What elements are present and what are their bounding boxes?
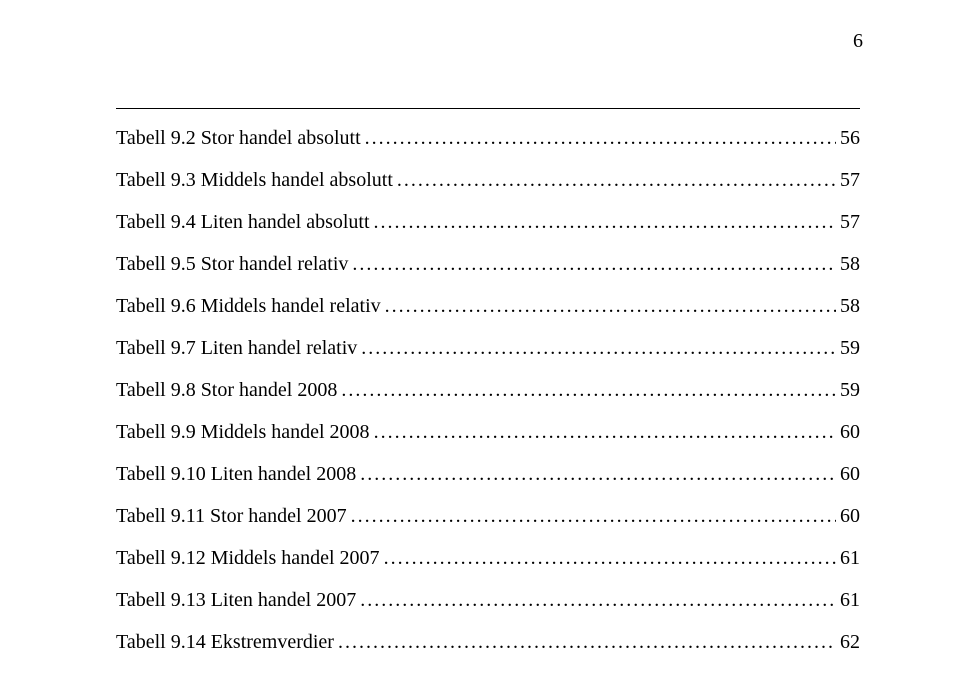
toc-leader-dots bbox=[397, 170, 836, 190]
toc-entry-label: Tabell 9.8 Stor handel 2008 bbox=[116, 380, 337, 400]
toc-entry: Tabell 9.2 Stor handel absolutt 56 bbox=[116, 128, 860, 148]
toc-entry: Tabell 9.6 Middels handel relativ 58 bbox=[116, 296, 860, 316]
toc-entry-label: Tabell 9.3 Middels handel absolutt bbox=[116, 170, 393, 190]
toc-leader-dots bbox=[360, 464, 836, 484]
toc-entry-page: 61 bbox=[840, 548, 860, 568]
toc-entry-page: 59 bbox=[840, 380, 860, 400]
toc-entry-page: 58 bbox=[840, 254, 860, 274]
toc-entry-label: Tabell 9.14 Ekstremverdier bbox=[116, 632, 334, 652]
toc-entry-label: Tabell 9.9 Middels handel 2008 bbox=[116, 422, 370, 442]
toc-entry: Tabell 9.9 Middels handel 2008 60 bbox=[116, 422, 860, 442]
toc-leader-dots bbox=[374, 422, 836, 442]
toc-entry: Tabell 9.5 Stor handel relativ 58 bbox=[116, 254, 860, 274]
toc-leader-dots bbox=[360, 590, 836, 610]
toc-leader-dots bbox=[365, 128, 836, 148]
toc-entry-label: Tabell 9.2 Stor handel absolutt bbox=[116, 128, 361, 148]
toc-entry: Tabell 9.4 Liten handel absolutt 57 bbox=[116, 212, 860, 232]
toc-entry-page: 60 bbox=[840, 464, 860, 484]
toc-entry-page: 62 bbox=[840, 632, 860, 652]
toc-entry-label: Tabell 9.5 Stor handel relativ bbox=[116, 254, 348, 274]
toc-entry: Tabell 9.14 Ekstremverdier 62 bbox=[116, 632, 860, 652]
toc-entry: Tabell 9.13 Liten handel 2007 61 bbox=[116, 590, 860, 610]
toc-entry-page: 57 bbox=[840, 212, 860, 232]
toc-leader-dots bbox=[338, 632, 836, 652]
toc-entry: Tabell 9.7 Liten handel relativ 59 bbox=[116, 338, 860, 358]
toc-entry-label: Tabell 9.7 Liten handel relativ bbox=[116, 338, 357, 358]
toc-entry: Tabell 9.12 Middels handel 2007 61 bbox=[116, 548, 860, 568]
toc-entry-page: 60 bbox=[840, 506, 860, 526]
toc-leader-dots bbox=[361, 338, 836, 358]
toc-leader-dots bbox=[374, 212, 836, 232]
document-page: 6 Tabell 9.2 Stor handel absolutt 56Tabe… bbox=[0, 0, 959, 694]
toc-entry-label: Tabell 9.6 Middels handel relativ bbox=[116, 296, 381, 316]
horizontal-rule bbox=[116, 108, 860, 109]
toc-entry-page: 60 bbox=[840, 422, 860, 442]
toc-leader-dots bbox=[341, 380, 836, 400]
toc-leader-dots bbox=[385, 296, 836, 316]
toc-entry-label: Tabell 9.12 Middels handel 2007 bbox=[116, 548, 380, 568]
toc-leader-dots bbox=[352, 254, 836, 274]
toc-leader-dots bbox=[351, 506, 836, 526]
toc-entry-label: Tabell 9.11 Stor handel 2007 bbox=[116, 506, 347, 526]
toc-entry-label: Tabell 9.13 Liten handel 2007 bbox=[116, 590, 356, 610]
toc-entry: Tabell 9.8 Stor handel 2008 59 bbox=[116, 380, 860, 400]
toc-entry-page: 59 bbox=[840, 338, 860, 358]
toc-leader-dots bbox=[384, 548, 836, 568]
toc-entry-page: 58 bbox=[840, 296, 860, 316]
toc-entry-label: Tabell 9.10 Liten handel 2008 bbox=[116, 464, 356, 484]
toc-entry: Tabell 9.3 Middels handel absolutt 57 bbox=[116, 170, 860, 190]
toc-entry: Tabell 9.11 Stor handel 2007 60 bbox=[116, 506, 860, 526]
table-of-contents: Tabell 9.2 Stor handel absolutt 56Tabell… bbox=[116, 128, 860, 674]
toc-entry-page: 56 bbox=[840, 128, 860, 148]
toc-entry-page: 61 bbox=[840, 590, 860, 610]
toc-entry: Tabell 9.10 Liten handel 2008 60 bbox=[116, 464, 860, 484]
page-number: 6 bbox=[853, 30, 863, 53]
toc-entry-label: Tabell 9.4 Liten handel absolutt bbox=[116, 212, 370, 232]
toc-entry-page: 57 bbox=[840, 170, 860, 190]
